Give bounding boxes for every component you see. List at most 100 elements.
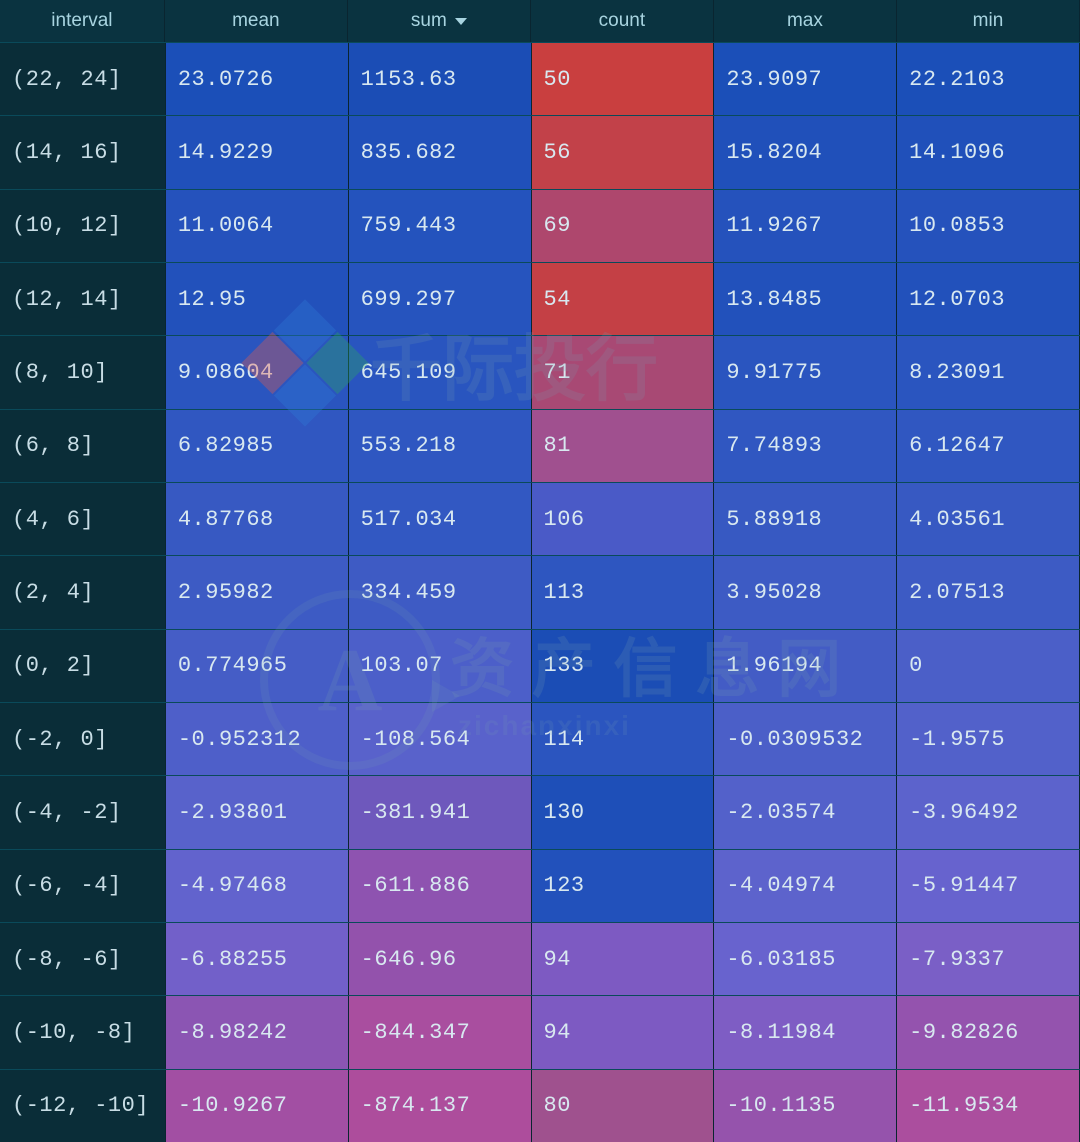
cell-min: -3.96492 [897,776,1080,848]
cell-count: 133 [532,630,715,702]
table-row: (-4, -2]-2.93801-381.941130-2.03574-3.96… [0,775,1080,848]
cell-sum: 699.297 [349,263,532,335]
table-row: (4, 6]4.87768517.0341065.889184.03561 [0,482,1080,555]
table-body: (22, 24]23.07261153.635023.909722.2103(1… [0,42,1080,1142]
cell-max: 7.74893 [714,410,897,482]
col-count[interactable]: count [531,0,714,42]
cell-count: 71 [532,336,715,408]
table-row: (2, 4]2.95982334.4591133.950282.07513 [0,555,1080,628]
cell-min: -1.9575 [897,703,1080,775]
cell-count: 113 [532,556,715,628]
cell-interval: (-10, -8] [0,996,166,1068]
cell-max: 13.8485 [714,263,897,335]
table-row: (10, 12]11.0064759.4436911.926710.0853 [0,189,1080,262]
cell-max: 11.9267 [714,190,897,262]
cell-interval: (6, 8] [0,410,166,482]
cell-interval: (-2, 0] [0,703,166,775]
cell-max: 9.91775 [714,336,897,408]
cell-sum: 334.459 [349,556,532,628]
cell-min: -5.91447 [897,850,1080,922]
cell-min: -11.9534 [897,1070,1080,1142]
table-row: (-8, -6]-6.88255-646.9694-6.03185-7.9337 [0,922,1080,995]
cell-max: 23.9097 [714,43,897,115]
cell-count: 80 [532,1070,715,1142]
cell-count: 56 [532,116,715,188]
col-min[interactable]: min [897,0,1080,42]
cell-mean: -4.97468 [166,850,349,922]
cell-mean: -8.98242 [166,996,349,1068]
cell-min: 2.07513 [897,556,1080,628]
table-row: (-2, 0]-0.952312-108.564114-0.0309532-1.… [0,702,1080,775]
cell-max: -10.1135 [714,1070,897,1142]
cell-count: 69 [532,190,715,262]
table-row: (-12, -10]-10.9267-874.13780-10.1135-11.… [0,1069,1080,1142]
table-header-row: interval mean sum count max min [0,0,1080,42]
cell-min: -9.82826 [897,996,1080,1068]
col-sum-label: sum [411,10,447,32]
cell-count: 81 [532,410,715,482]
cell-mean: 2.95982 [166,556,349,628]
cell-max: 5.88918 [714,483,897,555]
col-max[interactable]: max [714,0,897,42]
cell-interval: (-8, -6] [0,923,166,995]
cell-min: 4.03561 [897,483,1080,555]
cell-min: 0 [897,630,1080,702]
cell-mean: 0.774965 [166,630,349,702]
cell-sum: 759.443 [349,190,532,262]
cell-count: 50 [532,43,715,115]
data-table: interval mean sum count max min (22, 24]… [0,0,1080,1142]
col-mean[interactable]: mean [165,0,348,42]
cell-interval: (12, 14] [0,263,166,335]
cell-interval: (22, 24] [0,43,166,115]
cell-sum: 835.682 [349,116,532,188]
cell-mean: -6.88255 [166,923,349,995]
table-row: (14, 16]14.9229835.6825615.820414.1096 [0,115,1080,188]
cell-sum: 645.109 [349,336,532,408]
cell-count: 54 [532,263,715,335]
cell-max: 15.8204 [714,116,897,188]
cell-min: 10.0853 [897,190,1080,262]
cell-count: 114 [532,703,715,775]
table-row: (0, 2]0.774965103.071331.961940 [0,629,1080,702]
cell-count: 106 [532,483,715,555]
cell-min: 12.0703 [897,263,1080,335]
table-row: (22, 24]23.07261153.635023.909722.2103 [0,42,1080,115]
cell-max: -4.04974 [714,850,897,922]
cell-max: 3.95028 [714,556,897,628]
cell-min: 8.23091 [897,336,1080,408]
cell-mean: 12.95 [166,263,349,335]
cell-mean: 11.0064 [166,190,349,262]
cell-mean: -2.93801 [166,776,349,848]
cell-mean: 14.9229 [166,116,349,188]
cell-max: -2.03574 [714,776,897,848]
cell-mean: 9.08604 [166,336,349,408]
cell-count: 94 [532,923,715,995]
cell-sum: -844.347 [349,996,532,1068]
cell-count: 123 [532,850,715,922]
cell-min: 6.12647 [897,410,1080,482]
col-sum[interactable]: sum [348,0,531,42]
cell-sum: 103.07 [349,630,532,702]
cell-interval: (0, 2] [0,630,166,702]
cell-sum: -381.941 [349,776,532,848]
cell-interval: (8, 10] [0,336,166,408]
cell-interval: (4, 6] [0,483,166,555]
cell-mean: -0.952312 [166,703,349,775]
cell-interval: (2, 4] [0,556,166,628]
cell-interval: (-4, -2] [0,776,166,848]
cell-sum: -108.564 [349,703,532,775]
table-row: (12, 14]12.95699.2975413.848512.0703 [0,262,1080,335]
cell-max: -6.03185 [714,923,897,995]
cell-count: 130 [532,776,715,848]
col-interval[interactable]: interval [0,0,165,42]
cell-mean: 4.87768 [166,483,349,555]
sort-desc-icon [455,18,467,25]
table-row: (-6, -4]-4.97468-611.886123-4.04974-5.91… [0,849,1080,922]
cell-max: -8.11984 [714,996,897,1068]
table-row: (-10, -8]-8.98242-844.34794-8.11984-9.82… [0,995,1080,1068]
cell-min: 22.2103 [897,43,1080,115]
cell-max: 1.96194 [714,630,897,702]
cell-min: -7.9337 [897,923,1080,995]
cell-sum: -611.886 [349,850,532,922]
cell-sum: 1153.63 [349,43,532,115]
